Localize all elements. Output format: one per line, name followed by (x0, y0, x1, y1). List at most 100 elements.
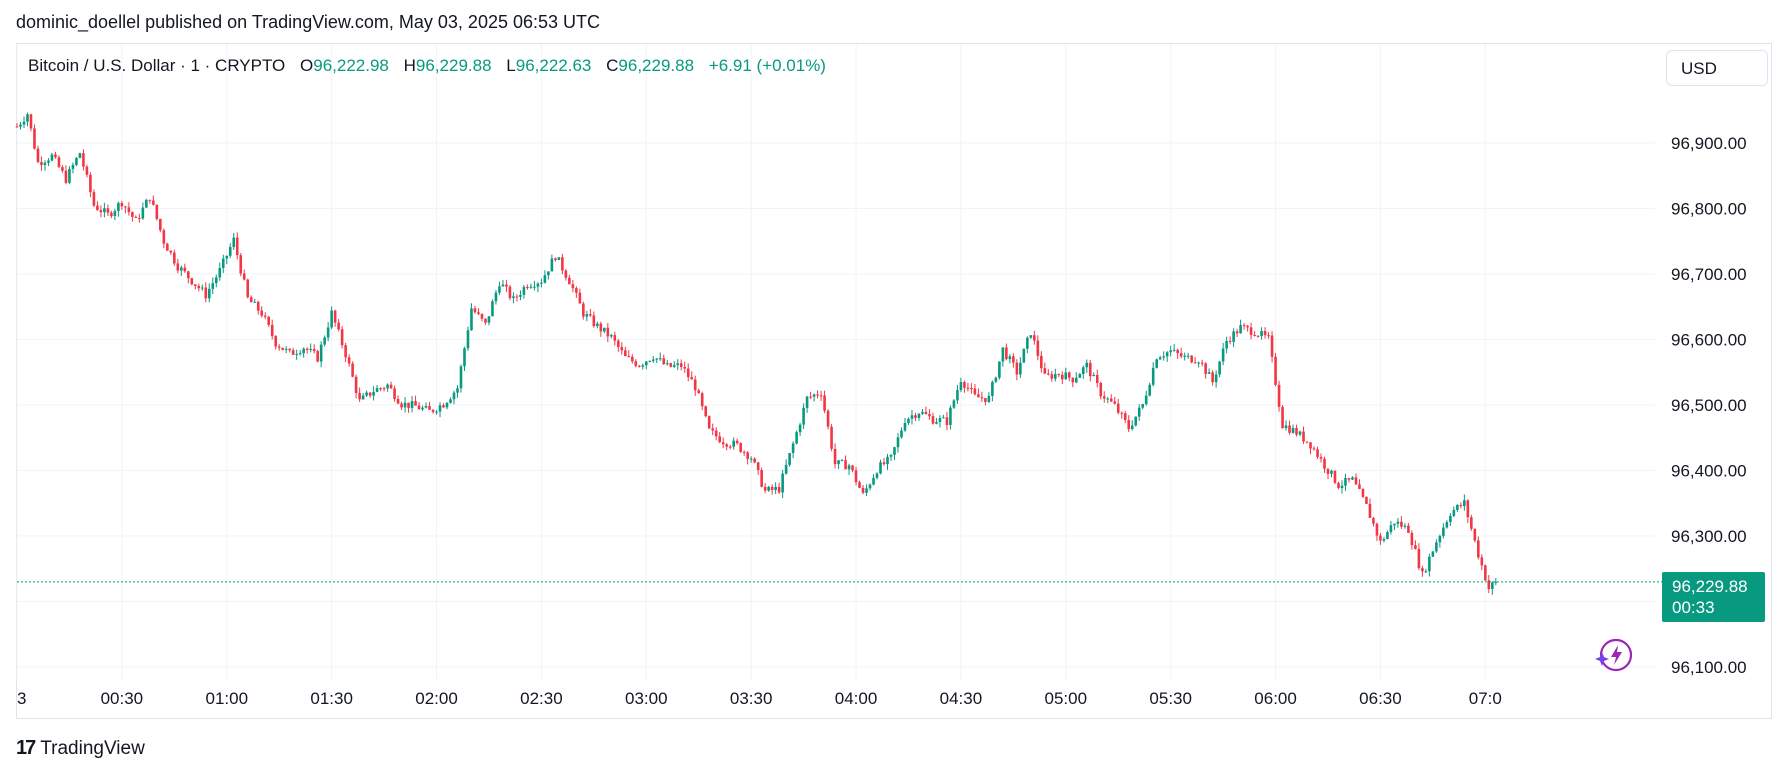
currency-button[interactable]: USD (1666, 50, 1768, 86)
candle-body (1200, 362, 1204, 364)
candle-body (1347, 478, 1351, 480)
candle-body (753, 458, 756, 463)
candle-body (134, 216, 138, 218)
candle-body (585, 314, 589, 317)
candle-body (389, 384, 393, 389)
candle-body (1144, 395, 1148, 405)
candle-body (1047, 373, 1050, 375)
candle-body (603, 327, 606, 332)
candle-body (452, 392, 456, 400)
candle-body (176, 263, 180, 271)
candle-body (1284, 425, 1288, 429)
ai-assistant-icon[interactable] (1595, 638, 1633, 672)
candle-body (103, 208, 106, 213)
candle-body (819, 395, 823, 397)
candle-body (253, 301, 257, 303)
candle-body (375, 388, 379, 392)
candle-body (994, 377, 998, 382)
candle-body (15, 126, 19, 128)
tradingview-logo[interactable]: 17 TradingView (16, 737, 145, 760)
candle-body (784, 464, 788, 474)
last-price-value: 96,229.88 (1672, 577, 1748, 596)
candle-body (1211, 372, 1214, 383)
candle-body (1179, 353, 1183, 357)
candle-body (344, 345, 347, 358)
candle-body (861, 487, 865, 493)
candle-body (1442, 527, 1445, 537)
candle-body (1340, 485, 1344, 489)
candle-body (466, 330, 470, 349)
candle-body (337, 322, 340, 330)
candle-body (1323, 458, 1326, 469)
candle-body (1197, 362, 1200, 364)
candle-body (1155, 359, 1158, 368)
bar-countdown: 00:33 (1672, 598, 1715, 617)
candle-body (1012, 356, 1015, 363)
candle-body (917, 413, 921, 418)
candle-body (319, 344, 323, 362)
candle-body (1005, 347, 1008, 360)
candle-body (1477, 540, 1480, 558)
candle-body (431, 409, 435, 412)
candle-body (921, 412, 924, 414)
candle-body (1414, 545, 1417, 549)
candle-body (770, 486, 774, 490)
x-tick-label-12: 06:00 (1254, 689, 1297, 708)
x-tick-label-6: 03:00 (625, 689, 668, 708)
candle-body (22, 121, 26, 125)
candle-body (473, 308, 477, 313)
candle-body (449, 399, 452, 403)
close-value: 96,229.88 (618, 56, 695, 75)
candle-body (29, 114, 33, 129)
candle-body (798, 424, 802, 433)
candle-body (596, 323, 599, 327)
candle-body (749, 458, 753, 460)
candle-body (1064, 372, 1068, 380)
candle-body (648, 360, 652, 362)
candle-body (1270, 335, 1274, 357)
candle-body (1344, 478, 1347, 486)
candle-body (564, 270, 568, 278)
candle-body (984, 398, 987, 402)
candle-body (1253, 335, 1256, 337)
candle-body (1113, 401, 1117, 404)
candle-body (711, 428, 715, 431)
candle-body (697, 390, 701, 394)
ohlc-legend: Bitcoin / U.S. Dollar · 1 · CRYPTO O96,2… (28, 56, 826, 76)
candle-body (1389, 525, 1393, 533)
candle-body (435, 411, 438, 413)
x-tick-label-0: 3 (17, 689, 26, 708)
close-label: C (606, 56, 619, 75)
candle-body (152, 200, 155, 205)
candle-body (627, 356, 631, 358)
candle-body (987, 395, 991, 402)
candle-body (1120, 412, 1124, 414)
candle-body (1022, 348, 1026, 363)
candle-body (480, 313, 484, 319)
candle-body (1207, 372, 1211, 374)
candle-body (1435, 542, 1438, 552)
candle-body (410, 401, 414, 408)
candle-body (284, 348, 288, 350)
candle-body (610, 335, 613, 337)
candle-body (914, 415, 917, 418)
candle-body (1165, 352, 1169, 357)
candle-body (1396, 521, 1400, 524)
candle-body (326, 327, 330, 338)
candle-body (148, 199, 152, 201)
candle-body (735, 440, 739, 444)
candle-body (805, 396, 809, 408)
candle-body (959, 382, 963, 391)
candle-body (1109, 398, 1113, 402)
candle-body (721, 442, 725, 445)
candle-body (1186, 355, 1190, 357)
symbol-title[interactable]: Bitcoin / U.S. Dollar · 1 · CRYPTO (28, 56, 286, 75)
candle-body (309, 348, 312, 350)
candle-body (379, 388, 382, 390)
candle-body (193, 284, 197, 286)
candle-body (1141, 404, 1145, 408)
candle-body (1372, 517, 1375, 524)
candle-body (1054, 374, 1057, 379)
x-tick-label-13: 06:30 (1359, 689, 1402, 708)
